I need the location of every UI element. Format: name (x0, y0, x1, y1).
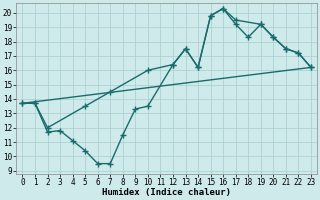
X-axis label: Humidex (Indice chaleur): Humidex (Indice chaleur) (102, 188, 231, 197)
